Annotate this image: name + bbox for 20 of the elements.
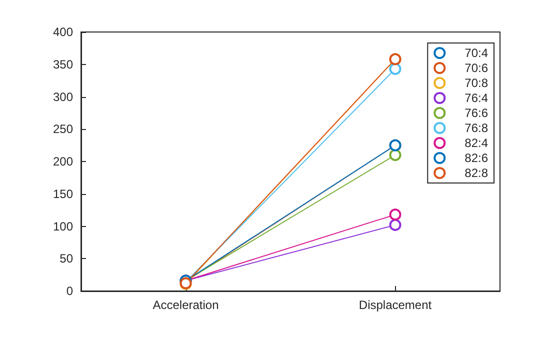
x-tick-label: Acceleration [152, 298, 219, 312]
y-tick-label: 150 [52, 186, 74, 201]
legend-label: 82:4 [464, 136, 488, 150]
y-tick-label: 100 [52, 219, 74, 234]
legend-label: 76:4 [464, 91, 488, 105]
y-tick-label: 300 [52, 90, 74, 104]
legend-label: 70:6 [464, 61, 488, 75]
legend-label: 70:8 [464, 76, 488, 90]
legend-label: 76:6 [464, 106, 488, 120]
y-tick-label: 50 [60, 252, 74, 266]
y-tick-label: 400 [52, 25, 74, 39]
legend-label: 82:8 [464, 166, 488, 180]
y-tick-label: 0 [66, 284, 74, 298]
y-tick-label: 350 [52, 57, 74, 72]
legend-label: 76:8 [464, 121, 488, 135]
legend-label: 70:4 [464, 46, 488, 60]
y-tick-label: 200 [52, 154, 74, 168]
y-tick-label: 250 [52, 122, 74, 136]
legend-label: 82:6 [464, 151, 488, 165]
x-tick-label: Displacement [358, 298, 432, 312]
